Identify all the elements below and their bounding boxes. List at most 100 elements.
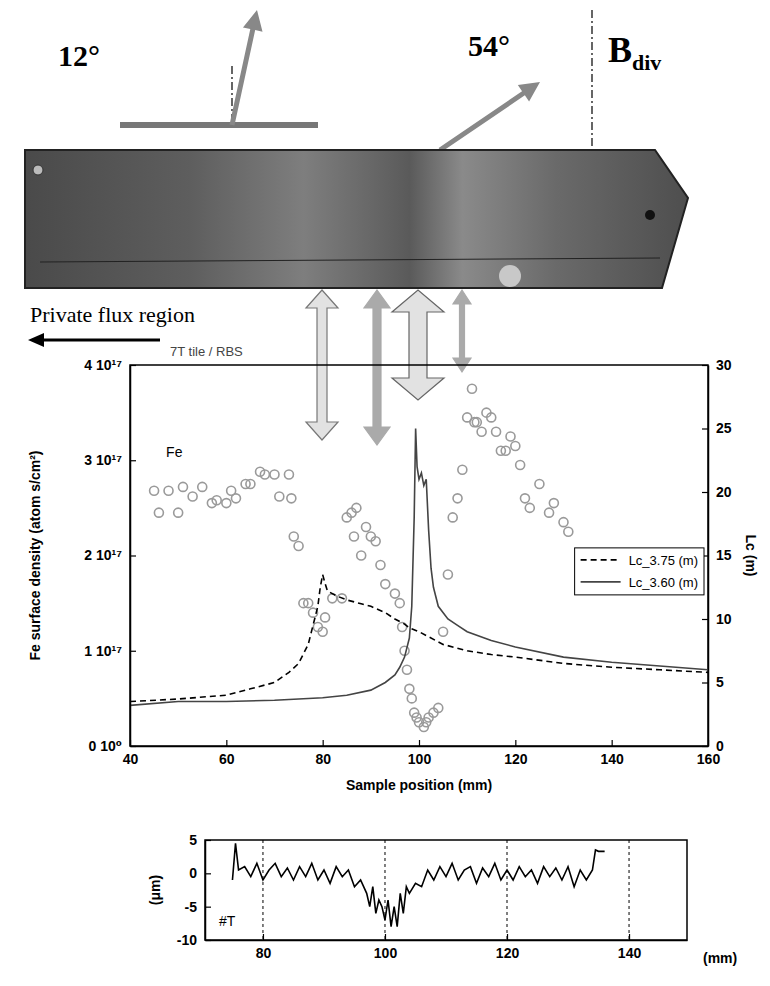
x-tick-label: 100: [408, 751, 432, 767]
data-point: [402, 665, 411, 674]
y-tick: 4 10¹⁷: [84, 357, 136, 373]
y2-tick: 5: [702, 674, 724, 690]
data-point: [371, 537, 380, 546]
legend-swatch: [581, 581, 621, 583]
position-arrow: [364, 290, 390, 445]
y-tick-mark: [205, 873, 211, 874]
data-point: [321, 613, 330, 622]
y2-tick-label: 0: [716, 738, 724, 754]
y2-tick-mark: [702, 619, 708, 620]
y-tick: 1 10¹⁷: [84, 643, 136, 659]
data-point: [318, 627, 327, 636]
data-point: [174, 508, 183, 517]
data-point: [349, 532, 358, 541]
data-point: [439, 627, 448, 636]
x-tick-label: 60: [219, 751, 235, 767]
data-point: [448, 513, 457, 522]
y2-tick-mark: [702, 365, 708, 366]
position-arrow: [392, 290, 444, 400]
legend: Lc_3.75 (m)Lc_3.60 (m): [575, 548, 704, 595]
x-tick: 80: [315, 740, 331, 767]
y-tick-label: 1 10¹⁷: [84, 643, 122, 659]
y-tick-mark: [130, 651, 136, 652]
plot-frame: [205, 840, 687, 940]
y2-tick: 10: [702, 611, 732, 627]
y2-axis: 051015202530: [702, 357, 732, 754]
data-point: [535, 480, 544, 489]
data-point: [304, 599, 313, 608]
legend-box: [575, 548, 704, 595]
data-point: [458, 465, 467, 474]
x-tick-label: 120: [496, 945, 520, 961]
y2-tick: 15: [702, 547, 732, 563]
surface-sketch: [120, 122, 318, 128]
data-line: [130, 429, 708, 706]
x-tick: 60: [219, 740, 235, 767]
y-tick: 5: [189, 832, 211, 848]
y2-tick: 0: [702, 738, 724, 754]
data-point: [487, 413, 496, 422]
y-tick-label: 5: [189, 832, 197, 848]
series-label: #T: [219, 913, 236, 929]
x-tick-label: 120: [504, 751, 528, 767]
normal-line: [591, 10, 592, 150]
data-point: [362, 522, 371, 531]
data-point: [506, 432, 515, 441]
tile-hole: [33, 165, 43, 175]
data-point: [284, 470, 293, 479]
y-tick-mark: [205, 840, 211, 841]
field-arrow: [222, 8, 267, 127]
data-point: [511, 441, 520, 450]
y-tick: 0: [189, 865, 211, 881]
x-tick-mark: [385, 934, 386, 940]
angle-label: 12°: [58, 39, 100, 72]
y-tick: 3 10¹⁷: [84, 452, 136, 468]
data-point: [164, 486, 173, 495]
data-point: [246, 480, 255, 489]
data-point: [525, 503, 534, 512]
data-point: [472, 418, 481, 427]
plot-frame: [130, 365, 708, 746]
x-tick-label: 80: [315, 751, 331, 767]
x-tick-mark: [507, 934, 508, 940]
y-tick-mark: [130, 555, 136, 556]
data-point: [390, 589, 399, 598]
angle-label: 54°: [468, 29, 510, 62]
x-tick-mark: [263, 934, 264, 940]
data-point: [467, 384, 476, 393]
grid-line: [629, 840, 630, 940]
y-tick-mark: [130, 365, 136, 366]
y2-tick-label: 25: [716, 420, 732, 436]
data-point: [520, 494, 529, 503]
data-point: [559, 518, 568, 527]
x-tick-mark: [629, 934, 630, 940]
x-tick-label: 140: [618, 945, 642, 961]
x-tick-mark: [226, 740, 227, 746]
data-point: [545, 508, 554, 517]
data-point: [477, 427, 486, 436]
x-tick-mark: [612, 740, 613, 746]
y-tick-label: 3 10¹⁷: [84, 452, 122, 468]
x-tick-label: 100: [374, 945, 398, 961]
figure-svg: 12°54°BdivPrivate flux region7T tile / R…: [0, 0, 770, 986]
tile-crack: [40, 258, 660, 262]
region-label: Private flux region: [30, 302, 195, 327]
legend-label: Lc_3.75 (m): [629, 553, 698, 568]
x-tick: 100: [408, 740, 432, 767]
data-point: [222, 499, 231, 508]
y-tick: -10: [177, 932, 211, 948]
y2-tick-label: 30: [716, 357, 732, 373]
data-point: [407, 694, 416, 703]
y-tick: 2 10¹⁷: [84, 547, 136, 563]
y-tick-mark: [130, 460, 136, 461]
data-point: [231, 494, 240, 503]
data-point: [328, 594, 337, 603]
x-tick-mark: [323, 740, 324, 746]
y2-tick-mark: [702, 682, 708, 683]
y2-tick: 30: [702, 357, 732, 373]
x-tick: 100: [374, 934, 398, 961]
y-tick-label: 2 10¹⁷: [84, 547, 122, 563]
x-tick-mark: [515, 740, 516, 746]
region-arrow: [28, 333, 160, 347]
grid: [263, 840, 629, 940]
